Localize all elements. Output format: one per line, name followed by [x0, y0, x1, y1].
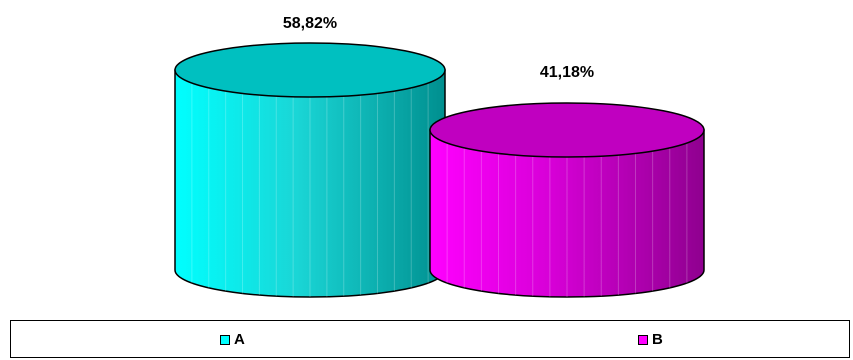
legend-label-a: A — [234, 331, 245, 348]
bar-a-top — [174, 42, 446, 98]
legend-swatch-b — [638, 334, 648, 345]
bar-a-body — [174, 69, 446, 298]
bar-a — [174, 42, 446, 298]
data-label-a: 58,82% — [283, 15, 337, 32]
chart-plot: 58,82% 41,18% — [174, 15, 705, 298]
legend-swatch-a — [220, 334, 230, 345]
legend-label-b: B — [652, 331, 663, 348]
bar-b-body — [429, 129, 705, 298]
bar-b-top — [429, 102, 705, 158]
chart-legend: A B — [10, 320, 850, 358]
legend-item-b: B — [638, 332, 663, 347]
data-label-b: 41,18% — [540, 64, 594, 81]
legend-item-a: A — [220, 332, 245, 347]
bar-b — [429, 102, 705, 298]
